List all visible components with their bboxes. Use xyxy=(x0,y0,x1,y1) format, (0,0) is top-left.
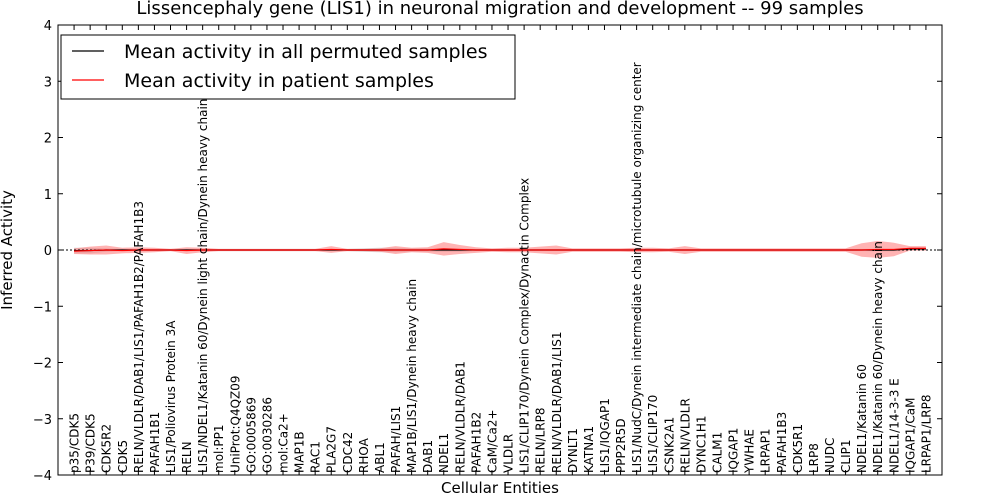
category-label: p35/CDK5 xyxy=(68,413,82,473)
y-ticks: −4 −3 −2 −1 0 1 2 3 4 xyxy=(33,19,942,484)
category-label: GO:0030286 xyxy=(260,397,274,473)
category-label: DYNLT1 xyxy=(566,428,580,473)
category-label: CLIP1 xyxy=(839,440,853,473)
category-label: ABL1 xyxy=(373,442,387,473)
category-label: MAP1B/LIS1/Dynein heavy chain xyxy=(405,279,419,473)
category-label: CDK5R1 xyxy=(791,424,805,473)
category-label: IQGAP1 xyxy=(727,428,741,473)
category-label: VLDLR xyxy=(502,434,516,473)
y-tick-label: 1 xyxy=(44,188,52,203)
y-tick-label: 2 xyxy=(44,132,52,147)
category-labels: p35/CDK5 P39/CDK5 CDK5R2 CDK5 RELN/VLDLR/DAB… xyxy=(68,62,934,474)
category-label: NUDC xyxy=(823,438,837,473)
category-label: NDEL1/14-3-3 E xyxy=(887,378,901,473)
legend-box xyxy=(60,34,516,100)
category-label: MAP1B xyxy=(293,431,307,473)
category-label: PAFAH1B2 xyxy=(469,412,483,473)
category-label: LRPAP1 xyxy=(759,428,773,473)
category-label: YWHAE xyxy=(743,429,757,474)
y-axis-title: Inferred Activity xyxy=(0,190,16,310)
category-label: LIS1/Poliovirus Protein 3A xyxy=(164,320,178,473)
category-label: RHOA xyxy=(357,437,371,473)
category-label: PAFAH/LIS1 xyxy=(389,406,403,473)
category-label: CDC42 xyxy=(341,432,355,473)
category-label: PAFAH1B1 xyxy=(148,412,162,473)
category-label: IQGAP1/CaM xyxy=(903,398,917,474)
y-tick-label: −3 xyxy=(33,413,52,428)
category-label: LIS1/NDEL1/Katanin 60/Dynein light chain… xyxy=(196,99,210,473)
category-label: PAFAH1B3 xyxy=(775,412,789,473)
category-label: GO:0005869 xyxy=(244,397,258,473)
category-label: CDK5 xyxy=(116,440,130,473)
category-label: CaM/Ca2+ xyxy=(485,409,499,473)
category-label: DAB1 xyxy=(421,440,435,473)
category-label: mol:Ca2+ xyxy=(277,413,291,473)
category-label: RELN/VLDLR/DAB1 xyxy=(453,361,467,473)
category-label: RELN/VLDLR/DAB1/LIS1 xyxy=(550,332,564,473)
plot-frame xyxy=(57,24,943,476)
category-label: LIS1/NudC/Dynein intermediate chain/micr… xyxy=(630,62,644,473)
category-label: mol:PP1 xyxy=(212,424,226,473)
category-label: LRP8 xyxy=(807,443,821,473)
legend-label-permuted: Mean activity in all permuted samples xyxy=(124,41,487,63)
category-label: CSNK2A1 xyxy=(662,417,676,473)
category-label: NDEL1/Katanin 60/Dynein heavy chain xyxy=(871,241,885,473)
category-label: DYNC1H1 xyxy=(694,415,708,473)
category-label: LIS1/CLIP170/Dynein Complex/Dynactin Com… xyxy=(518,178,532,473)
category-label: LIS1/CLIP170 xyxy=(646,395,660,473)
y-tick-label: −2 xyxy=(33,357,52,372)
y-tick-label: 3 xyxy=(44,75,52,90)
x-axis-title: Cellular Entities xyxy=(441,479,559,497)
category-label: PLA2G7 xyxy=(325,426,339,473)
category-label: LIS1/IQGAP1 xyxy=(598,398,612,473)
category-label: KATNA1 xyxy=(582,426,596,473)
category-label: RAC1 xyxy=(309,441,323,473)
category-label: CDK5R2 xyxy=(100,424,114,473)
x-ticks xyxy=(73,25,927,475)
series-lines xyxy=(74,247,926,252)
category-label: RELN xyxy=(180,441,194,473)
category-label: P39/CDK5 xyxy=(84,413,98,473)
category-label: PPP2R5D xyxy=(614,418,628,473)
series-line-patient xyxy=(74,247,926,252)
legend: Mean activity in all permuted samples Mea… xyxy=(60,34,516,100)
category-label: UniProt:Q4QZ09 xyxy=(228,375,242,473)
category-label: NDEL1 xyxy=(437,433,451,473)
y-tick-label: 4 xyxy=(44,19,52,34)
category-label: CALM1 xyxy=(710,432,724,473)
y-tick-label: −4 xyxy=(33,469,52,484)
legend-label-patient: Mean activity in patient samples xyxy=(124,70,434,92)
category-label: NDEL1/Katanin 60 xyxy=(855,364,869,473)
category-label: LRPAP1/LRP8 xyxy=(919,394,933,473)
category-label: RELN/LRP8 xyxy=(534,407,548,473)
chart-title: Lissencephaly gene (LIS1) in neuronal mi… xyxy=(136,0,863,19)
y-tick-label: −1 xyxy=(33,300,52,315)
y-tick-label: 0 xyxy=(44,244,52,259)
category-label: RELN/VLDLR xyxy=(678,398,692,473)
category-label: RELN/VLDLR/DAB1/LIS1/PAFAH1B2/PAFAH1B3 xyxy=(132,201,146,473)
